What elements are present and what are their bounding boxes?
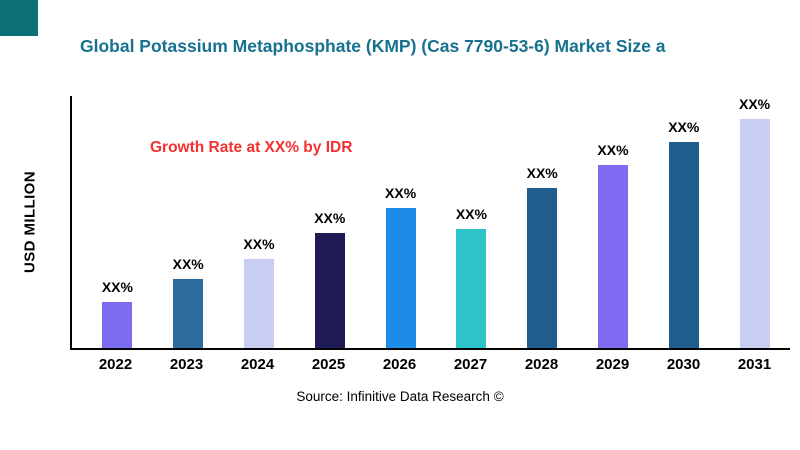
bar-2026	[385, 208, 416, 348]
bar-value-label: XX%	[739, 96, 771, 112]
bar-value-label: XX%	[455, 206, 487, 222]
x-tick-label-2022: 2022	[98, 356, 133, 373]
bar-value-label: XX%	[597, 142, 629, 158]
bar-value-label: XX%	[172, 256, 204, 272]
bar-column-2030: XX%	[648, 119, 719, 348]
x-tick-label-2031: 2031	[737, 356, 772, 373]
x-tick-label-2023: 2023	[169, 356, 204, 373]
bar-column-2025: XX%	[294, 210, 365, 348]
bar-2025	[314, 233, 345, 348]
bar-column-2027: XX%	[436, 206, 507, 348]
plot-area: XX% XX% XX% XX% XX% XX% XX% XX% XX% XX%	[70, 96, 790, 350]
bar-value-label: XX%	[385, 185, 417, 201]
x-tick-label-2026: 2026	[382, 356, 417, 373]
x-tick-label-2029: 2029	[595, 356, 630, 373]
bar-column-2028: XX%	[507, 165, 578, 348]
bar-column-2026: XX%	[365, 185, 436, 348]
bar-value-label: XX%	[526, 165, 558, 181]
bar-value-label: XX%	[101, 279, 133, 295]
bar-2023	[173, 279, 204, 348]
x-tick-label-2024: 2024	[240, 356, 275, 373]
x-axis-tick-row: 2022 2023 2024 2025 2026 2027 2028 2029 2030 2031	[70, 356, 790, 373]
x-tick-label-2028: 2028	[524, 356, 559, 373]
y-axis-label: USD MILLION	[21, 171, 39, 273]
bar-2030	[668, 142, 699, 348]
x-tick-label-2030: 2030	[666, 356, 701, 373]
chart-title: Global Potassium Metaphosphate (KMP) (Ca…	[80, 36, 666, 56]
bar-2027	[456, 229, 487, 348]
bar-column-2023: XX%	[153, 256, 224, 348]
x-tick-label-2027: 2027	[453, 356, 488, 373]
bar-value-label: XX%	[243, 236, 275, 252]
bar-2031	[739, 119, 770, 348]
corner-accent-square	[0, 0, 38, 36]
growth-rate-annotation: Growth Rate at XX% by IDR	[150, 139, 353, 156]
bar-2028	[527, 188, 558, 348]
bar-2029	[597, 165, 628, 348]
bar-column-2029: XX%	[578, 142, 649, 348]
bar-column-2022: XX%	[82, 279, 153, 348]
bar-value-label: XX%	[668, 119, 700, 135]
source-caption: Source: Infinitive Data Research ©	[296, 389, 504, 404]
bar-2024	[243, 259, 274, 348]
bars-container: XX% XX% XX% XX% XX% XX% XX% XX% XX% XX%	[72, 96, 790, 348]
bar-value-label: XX%	[314, 210, 346, 226]
bar-2022	[102, 302, 133, 348]
bar-column-2031: XX%	[719, 96, 790, 348]
bar-column-2024: XX%	[224, 236, 295, 348]
x-tick-label-2025: 2025	[311, 356, 346, 373]
